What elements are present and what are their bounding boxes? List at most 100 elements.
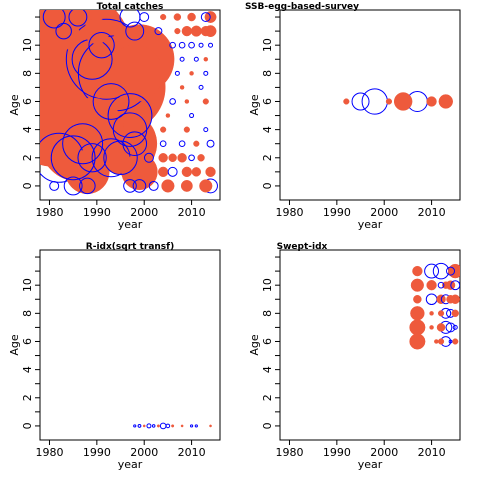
y-tick-label: 4 [21, 126, 34, 133]
negative-residual-bubble [49, 180, 60, 191]
y-tick-label: 8 [21, 310, 34, 317]
positive-residual-bubble [158, 153, 168, 163]
negative-residual-bubble [174, 70, 180, 76]
negative-residual-bubble [42, 10, 66, 29]
y-tick-label: 8 [261, 70, 274, 77]
negative-residual-bubble [189, 424, 194, 428]
positive-residual-bubble [409, 333, 426, 350]
negative-residual-bubble [77, 143, 107, 173]
positive-residual-bubble [205, 166, 216, 178]
bubble-layer [133, 422, 212, 430]
y-tick-label: 0 [21, 182, 34, 189]
x-tick-label: 2000 [370, 446, 398, 459]
positive-residual-bubble [121, 153, 158, 190]
negative-residual-bubble [203, 70, 209, 76]
negative-residual-bubble [165, 423, 171, 429]
negative-residual-bubble [132, 179, 147, 193]
positive-residual-bubble [413, 295, 422, 304]
positive-residual-bubble [83, 18, 110, 45]
negative-residual-bubble [123, 179, 137, 193]
negative-residual-bubble [55, 22, 72, 40]
positive-residual-bubble [183, 126, 190, 133]
y-axis-label: Age [8, 334, 21, 356]
negative-residual-bubble [206, 139, 215, 148]
x-axis-label: year [118, 218, 143, 231]
negative-residual-bubble [50, 135, 96, 181]
positive-residual-bubble [181, 25, 192, 37]
panel-total-catches: 1980 1990 2000 2010 0 2 4 6 8 10 Total catches ye… [8, 2, 221, 231]
negative-residual-bubble [445, 322, 456, 333]
panel-title: SSB-egg-based-survey [245, 2, 359, 12]
positive-residual-bubble [200, 25, 211, 37]
negative-residual-bubble [425, 293, 438, 306]
positive-residual-bubble [393, 92, 413, 111]
y-tick-label: 0 [261, 182, 274, 189]
axes: 1980 1990 2000 2010 0 2 4 6 8 10 [261, 16, 446, 219]
negative-residual-bubble [194, 424, 198, 428]
negative-residual-bubble [88, 32, 115, 59]
positive-residual-bubble [193, 140, 200, 147]
negative-residual-bubble [179, 56, 185, 62]
positive-residual-bubble [429, 311, 434, 316]
positive-residual-bubble [191, 167, 202, 177]
negative-residual-bubble [450, 280, 460, 291]
positive-residual-bubble [165, 113, 171, 118]
y-tick-label: 10 [261, 38, 274, 52]
x-tick-label: 2010 [178, 446, 206, 459]
positive-residual-bubble [199, 179, 213, 193]
x-tick-label: 2010 [418, 206, 446, 219]
bubble-layer [40, 10, 218, 196]
y-tick-label: 0 [261, 422, 274, 429]
x-tick-label: 2000 [130, 206, 158, 219]
x-tick-label: 1980 [35, 446, 63, 459]
positive-residual-bubble [106, 44, 164, 102]
x-tick-label: 1990 [83, 206, 111, 219]
y-tick-label: 2 [261, 394, 274, 401]
positive-residual-bubble [160, 126, 167, 133]
positive-residual-bubble [190, 25, 202, 37]
plot-frame [279, 249, 461, 441]
negative-residual-bubble [79, 177, 96, 195]
y-tick-label: 2 [21, 154, 34, 161]
negative-residual-bubble [143, 152, 154, 163]
positive-residual-bubble [189, 71, 194, 76]
positive-residual-bubble [202, 98, 209, 105]
negative-residual-bubble [198, 84, 204, 90]
negative-residual-bubble [139, 12, 150, 23]
x-axis-label: year [358, 458, 383, 471]
panel-swept-idx: 1980 1990 2000 2010 0 2 4 6 8 10 Swept-idx year A… [248, 242, 461, 471]
positive-residual-bubble [437, 338, 445, 345]
negative-residual-bubble [446, 266, 456, 276]
y-tick-label: 4 [261, 126, 274, 133]
y-axis-label: Age [248, 334, 261, 356]
x-tick-label: 1980 [275, 446, 303, 459]
y-tick-label: 4 [261, 366, 274, 373]
axes: 1980 1990 2000 2010 0 2 4 6 8 10 [21, 16, 206, 219]
positive-residual-bubble [434, 339, 439, 344]
negative-residual-bubble [112, 112, 148, 147]
negative-residual-bubble [189, 113, 195, 119]
negative-residual-bubble [167, 166, 178, 177]
positive-residual-bubble [171, 424, 175, 428]
negative-residual-bubble [437, 281, 445, 289]
negative-residual-bubble [361, 88, 388, 115]
negative-residual-bubble [137, 424, 142, 428]
negative-residual-bubble [103, 140, 138, 176]
negative-residual-bubble [452, 324, 458, 330]
negative-residual-bubble [424, 263, 440, 279]
positive-residual-bubble [429, 325, 434, 330]
positive-residual-bubble [203, 57, 209, 62]
positive-residual-bubble [385, 98, 393, 105]
negative-residual-bubble [154, 27, 163, 36]
axes: 1980 1990 2000 2010 0 2 4 6 8 10 [21, 256, 206, 459]
positive-residual-bubble [451, 309, 459, 318]
positive-residual-bubble [142, 424, 146, 428]
negative-residual-bubble [178, 41, 186, 49]
y-tick-label: 10 [261, 278, 274, 292]
positive-residual-bubble [161, 179, 175, 193]
positive-residual-bubble [187, 12, 196, 22]
positive-residual-bubble [184, 99, 190, 104]
negative-residual-bubble [198, 42, 204, 48]
x-tick-label: 2000 [370, 206, 398, 219]
y-tick-label: 8 [21, 70, 34, 77]
